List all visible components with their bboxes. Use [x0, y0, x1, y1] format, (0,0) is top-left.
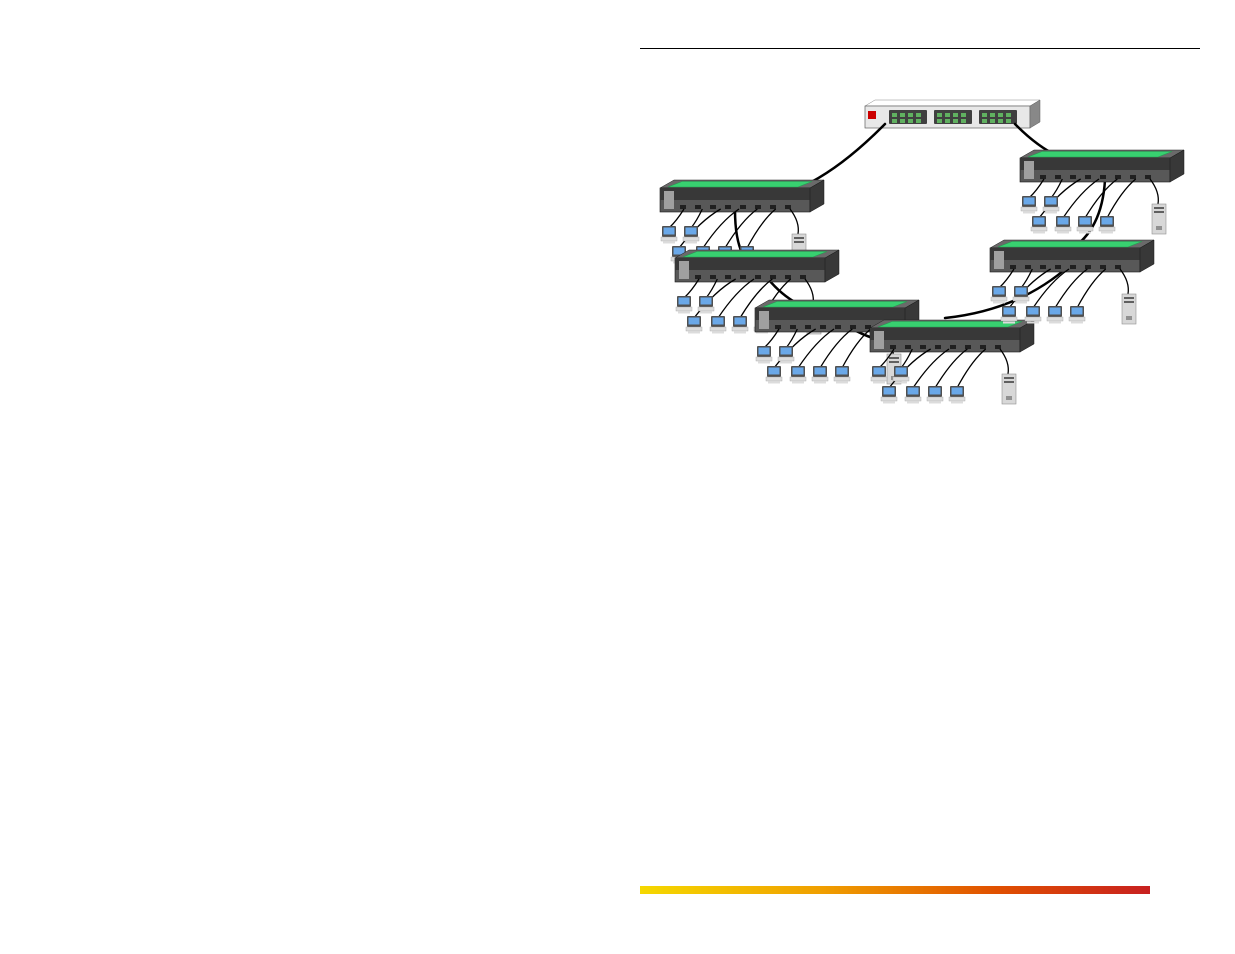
- top-rule: [640, 48, 1200, 49]
- footer-gradient-bar: [640, 886, 1150, 894]
- switch-sw5-endpoints: [991, 269, 1136, 324]
- network-diagram: [620, 80, 1190, 440]
- switch-sw6: [1020, 150, 1184, 234]
- router-icon: [865, 100, 1040, 128]
- switch-sw5: [990, 240, 1154, 324]
